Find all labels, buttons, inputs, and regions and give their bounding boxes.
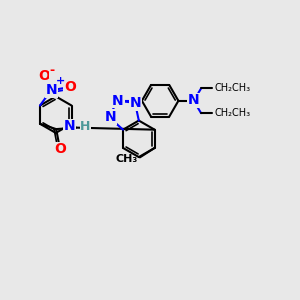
Text: O: O bbox=[64, 80, 76, 94]
Text: N: N bbox=[105, 110, 116, 124]
Text: +: + bbox=[56, 76, 65, 86]
Text: N: N bbox=[130, 96, 141, 110]
Text: N: N bbox=[64, 119, 75, 134]
Text: -: - bbox=[50, 64, 55, 77]
Text: H: H bbox=[80, 120, 91, 133]
Text: N: N bbox=[45, 83, 57, 97]
Text: CH₂CH₃: CH₂CH₃ bbox=[214, 108, 250, 118]
Text: N: N bbox=[112, 94, 124, 108]
Text: CH₃: CH₃ bbox=[115, 154, 137, 164]
Text: N: N bbox=[188, 93, 200, 107]
Text: O: O bbox=[38, 69, 50, 83]
Text: O: O bbox=[54, 142, 66, 156]
Text: CH₂CH₃: CH₂CH₃ bbox=[214, 83, 250, 93]
